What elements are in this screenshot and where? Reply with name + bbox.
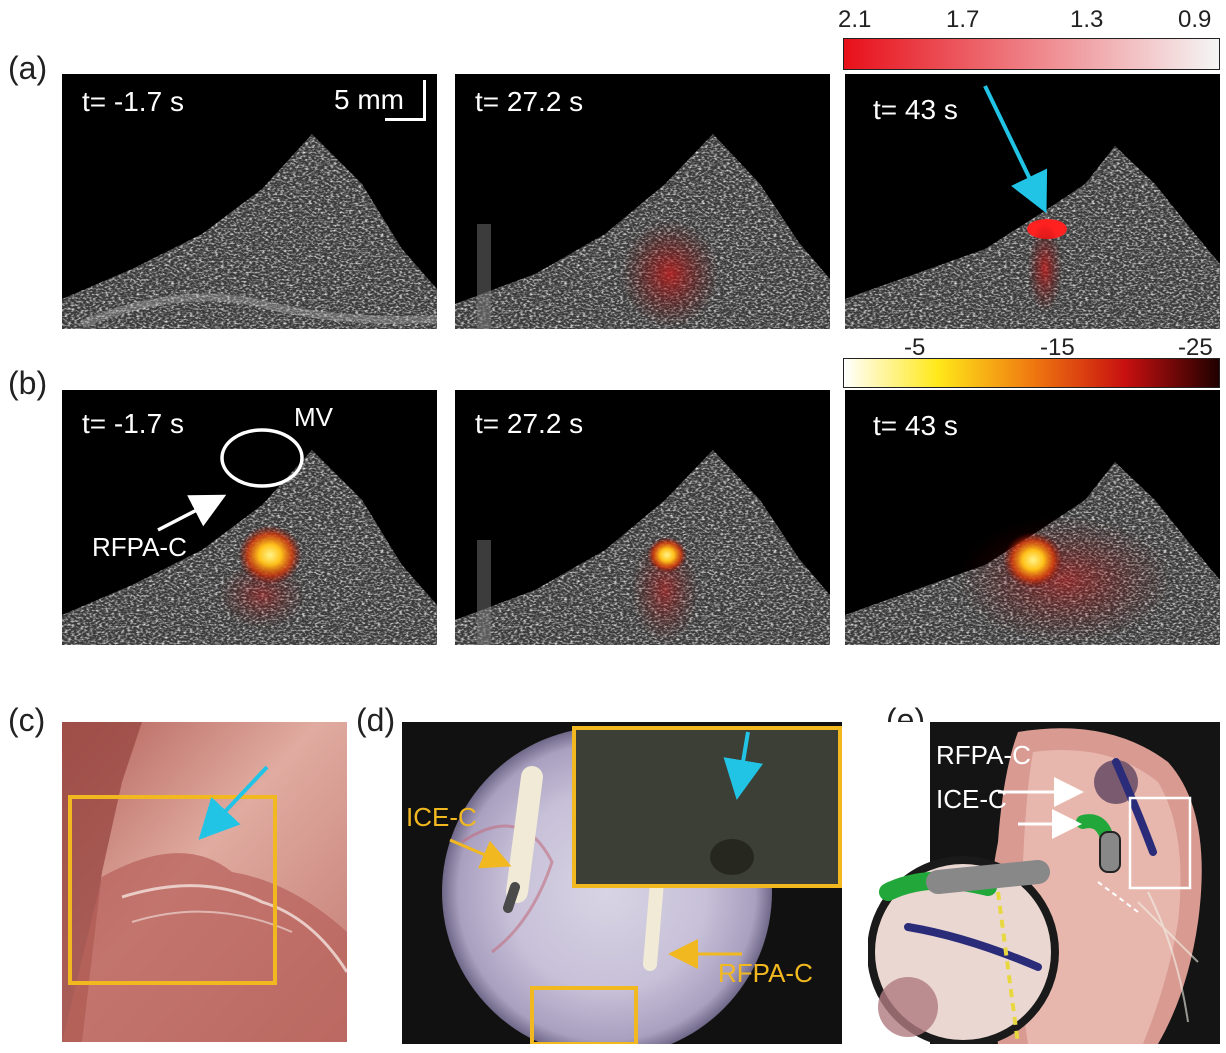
rfpa-arrow [157, 494, 227, 532]
time-label-a2: t= 27.2 s [475, 86, 584, 117]
ultrasound-panel-a2: t= 27.2 s [455, 74, 830, 329]
ultrasound-panel-a3: t= 43 s [845, 74, 1220, 329]
small-highlight-box [530, 986, 638, 1044]
scalebar-horizontal [385, 118, 425, 121]
colorbar-a [843, 38, 1220, 70]
time-label-a3: t= 43 s [873, 94, 958, 125]
ultrasound-panel-b2: t= 27.2 s [455, 390, 830, 645]
colorbar-b-tick-3: -25 [1178, 334, 1213, 361]
ice-label-d: ICE-C [406, 802, 477, 832]
mv-circle [220, 428, 304, 488]
tissue-photo [62, 722, 347, 1042]
scalebar-vertical [423, 80, 426, 121]
ultrasound-panel-b3: t= 43 s [845, 390, 1220, 645]
mv-label: MV [294, 402, 333, 432]
inset-box [572, 726, 842, 888]
panel-label-a: (a) [8, 50, 48, 86]
panel-label-c: (c) [8, 702, 46, 738]
rfpa-label-b: RFPA-C [92, 532, 187, 562]
colorbar-b-tick-2: -15 [1040, 334, 1075, 361]
endoscope-view: ICE-C RFPA-C [402, 722, 842, 1044]
colorbar-a-tick-2: 1.7 [946, 6, 980, 33]
scalebar-label: 5 mm [334, 84, 404, 115]
rfpa-label-d: RFPA-C [718, 958, 813, 988]
time-label-a1: t= -1.7 s [82, 86, 184, 117]
time-label-b3: t= 43 s [873, 410, 958, 441]
colorbar-a-tick-1: 2.1 [838, 6, 872, 33]
colorbar-b-tick-1: -5 [904, 334, 926, 361]
ultrasound-panel-a1: t= -1.7 s 5 mm [62, 74, 437, 329]
rfpa-label-e: RFPA-C [936, 740, 1031, 770]
heart-illustration: RFPA-C ICE-C [868, 722, 1220, 1044]
ice-label-e: ICE-C [936, 784, 1007, 814]
ultrasound-panel-b1: t= -1.7 s MV RFPA-C [62, 390, 437, 645]
colorbar-b [843, 358, 1220, 388]
colorbar-a-tick-3: 1.3 [1070, 6, 1104, 33]
highlight-box-c [68, 795, 277, 985]
colorbar-a-tick-4: 0.9 [1178, 6, 1212, 33]
time-label-b1: t= -1.7 s [82, 408, 184, 439]
time-label-b2: t= 27.2 s [475, 408, 584, 439]
panel-label-d: (d) [356, 702, 396, 738]
panel-label-b: (b) [8, 365, 48, 401]
